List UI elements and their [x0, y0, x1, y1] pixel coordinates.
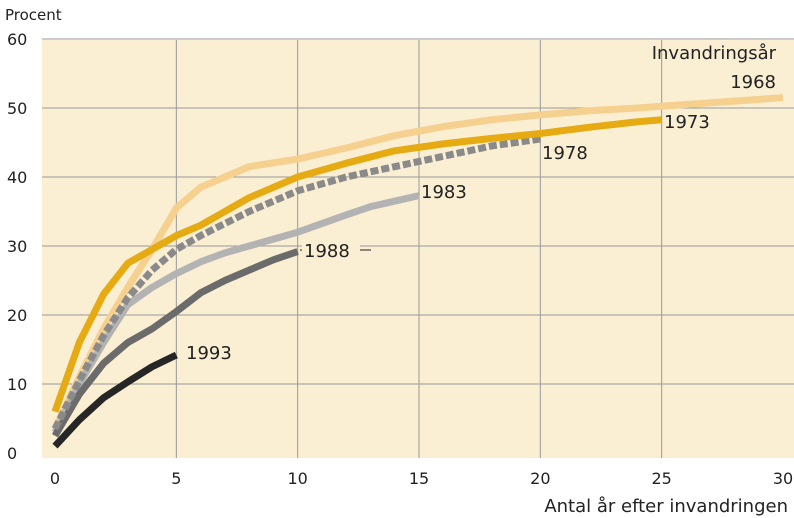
- y-tick-label: 20: [7, 306, 27, 325]
- x-tick-labels: 0 5 10 15 20 25 30: [50, 469, 793, 488]
- series-label-1993: 1993: [186, 343, 232, 364]
- y-tick-label: 50: [7, 99, 27, 118]
- series-label-1973: 1973: [664, 112, 710, 133]
- x-tick-label: 10: [287, 469, 307, 488]
- x-tick-label: 0: [50, 469, 60, 488]
- y-tick-label: 40: [7, 168, 27, 187]
- x-tick-label: 25: [651, 469, 671, 488]
- x-tick-label: 30: [773, 469, 793, 488]
- x-tick-label: 15: [409, 469, 429, 488]
- x-tick-label: 20: [530, 469, 550, 488]
- y-tick-label: 30: [7, 237, 27, 256]
- y-tick-label: 10: [7, 375, 27, 394]
- x-axis-label: Antal år efter invandringen: [544, 496, 788, 517]
- series-label-1978: 1978: [542, 143, 588, 164]
- legend-title: Invandringsår: [652, 43, 777, 64]
- y-tick-label: 60: [7, 30, 27, 49]
- series-label-1988: 1988: [304, 241, 350, 262]
- y-axis-label: Procent: [5, 6, 62, 24]
- x-tick-label: 5: [171, 469, 181, 488]
- y-tick-labels: 0 10 20 30 40 50 60: [7, 30, 27, 463]
- y-tick-label: 0: [7, 444, 17, 463]
- series-label-1968: 1968: [730, 72, 776, 93]
- series-label-1983: 1983: [421, 182, 467, 203]
